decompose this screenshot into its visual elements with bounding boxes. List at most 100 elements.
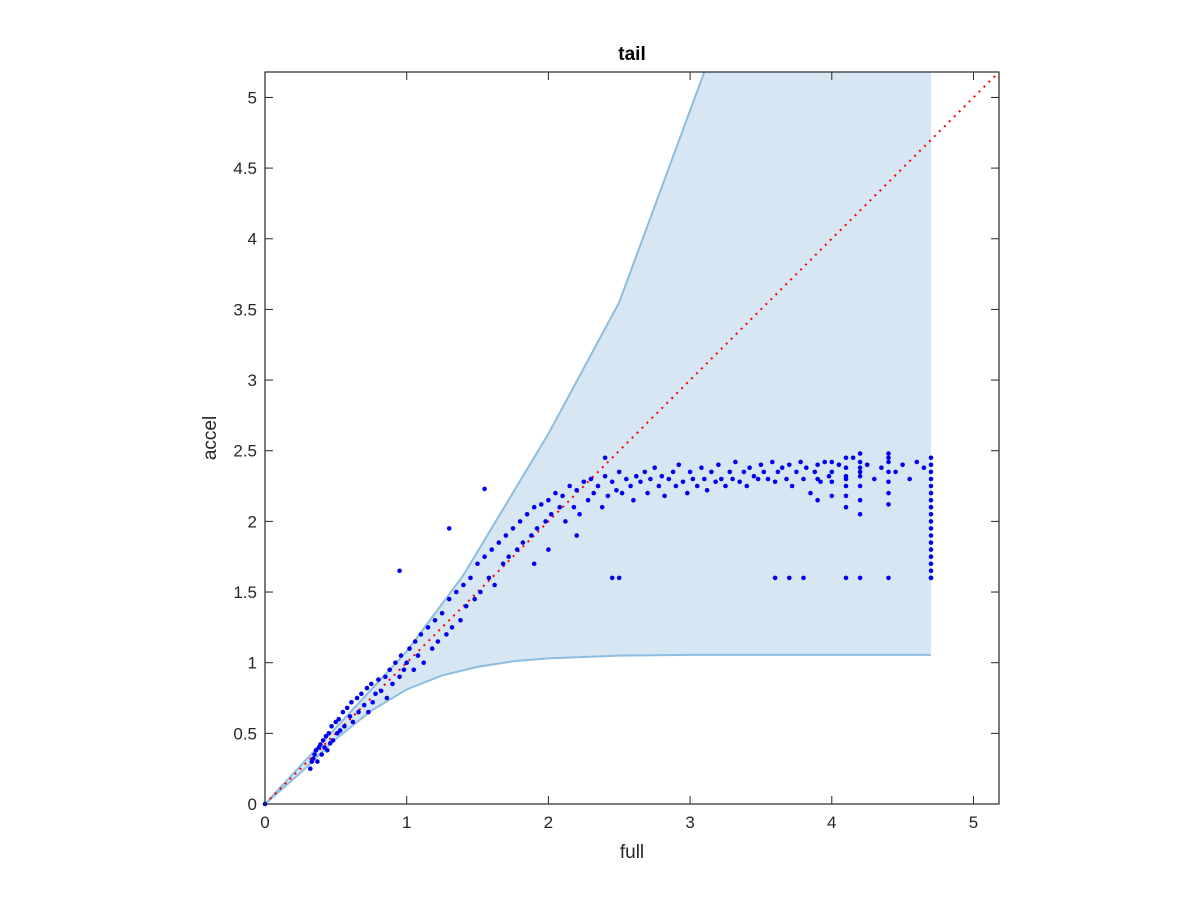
- data-point: [543, 519, 548, 524]
- data-point: [857, 473, 863, 479]
- data-point: [804, 465, 809, 471]
- data-point: [557, 504, 562, 510]
- data-point: [503, 533, 509, 538]
- data-point: [546, 497, 551, 503]
- data-point: [571, 504, 577, 510]
- data-point: [435, 639, 441, 644]
- data-point: [337, 728, 343, 733]
- data-point: [928, 561, 934, 567]
- data-point: [472, 596, 478, 602]
- data-point: [928, 462, 934, 468]
- data-point: [329, 724, 334, 729]
- confidence-band: [265, 72, 931, 804]
- data-point: [534, 526, 540, 531]
- data-point: [737, 479, 742, 485]
- data-point: [886, 502, 891, 507]
- data-point: [588, 476, 594, 482]
- x-tick-label: 2: [544, 813, 553, 832]
- data-point: [730, 476, 735, 482]
- data-point: [744, 483, 750, 489]
- data-point: [928, 476, 934, 482]
- data-point: [524, 512, 530, 517]
- data-point: [449, 625, 455, 630]
- data-point: [666, 476, 672, 482]
- data-point: [709, 469, 714, 475]
- data-point: [886, 451, 891, 456]
- data-point: [384, 695, 390, 701]
- data-point: [699, 465, 704, 471]
- data-point: [609, 479, 615, 485]
- y-tick-label: 1: [248, 654, 257, 673]
- data-point: [506, 554, 512, 559]
- data-point: [680, 479, 686, 485]
- data-point: [412, 639, 418, 644]
- data-point: [872, 476, 877, 482]
- data-point: [482, 554, 487, 559]
- x-tick-label: 3: [685, 813, 694, 832]
- data-point: [574, 488, 579, 493]
- data-point: [356, 709, 361, 715]
- data-point: [662, 493, 667, 499]
- data-point: [928, 554, 934, 559]
- plot-area: 0 1 2 3 4 5 0 0.5 1 1.5 2 2.5 3 3.5 4 4.5 5: [233, 71, 1000, 832]
- data-point: [702, 476, 707, 482]
- data-point: [468, 575, 473, 581]
- data-point: [560, 493, 565, 499]
- data-point: [815, 462, 820, 468]
- data-point: [628, 483, 633, 489]
- data-point: [928, 469, 934, 475]
- data-point: [815, 476, 820, 482]
- data-point: [857, 512, 863, 517]
- data-point: [857, 575, 863, 581]
- data-point: [376, 677, 381, 682]
- data-point: [319, 752, 325, 757]
- data-point: [761, 469, 767, 475]
- data-point: [775, 469, 781, 475]
- data-point: [482, 486, 487, 492]
- data-point: [574, 533, 579, 538]
- data-point: [446, 596, 452, 602]
- data-point: [829, 479, 835, 485]
- data-point: [478, 589, 483, 595]
- data-point: [907, 476, 912, 482]
- data-point: [801, 575, 806, 581]
- data-point: [383, 674, 388, 680]
- data-point: [789, 483, 795, 489]
- data-point: [595, 483, 601, 489]
- data-point: [553, 490, 558, 496]
- data-point: [900, 462, 905, 468]
- data-point: [808, 490, 813, 496]
- data-point: [323, 733, 329, 739]
- data-point: [843, 455, 849, 461]
- data-point: [432, 618, 438, 623]
- data-point: [634, 473, 639, 479]
- data-point: [333, 719, 339, 725]
- data-point: [609, 575, 615, 581]
- data-point: [723, 483, 728, 489]
- data-point: [397, 674, 402, 680]
- data-point: [619, 490, 625, 496]
- y-tick-label: 1.5: [233, 583, 257, 602]
- data-point: [325, 748, 330, 753]
- data-point: [624, 476, 629, 482]
- y-tick-label: 0.5: [233, 724, 257, 743]
- data-point: [370, 700, 376, 705]
- x-tick-label: 5: [969, 813, 978, 832]
- data-point: [378, 688, 384, 694]
- data-point: [312, 752, 317, 757]
- data-point: [893, 469, 898, 475]
- data-point: [755, 476, 761, 482]
- data-point: [733, 459, 738, 465]
- data-point: [857, 483, 863, 489]
- data-point: [928, 568, 934, 574]
- data-point: [514, 547, 520, 552]
- data-point: [826, 473, 832, 479]
- data-point: [642, 469, 648, 475]
- data-point: [322, 745, 327, 750]
- data-point: [605, 493, 611, 499]
- data-point: [496, 540, 502, 545]
- data-point: [801, 476, 806, 482]
- data-point: [772, 479, 778, 485]
- data-point: [843, 483, 849, 489]
- data-point: [857, 459, 863, 465]
